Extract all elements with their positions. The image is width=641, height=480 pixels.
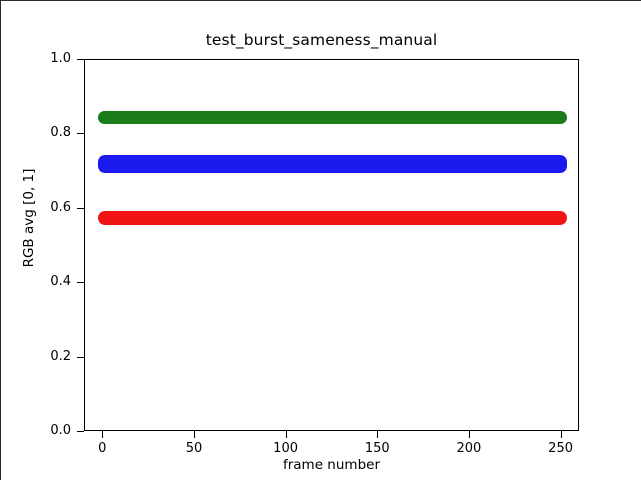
y-tick-0-6	[77, 207, 84, 209]
x-tick-150	[377, 431, 379, 438]
x-ticklabel-150: 150	[364, 441, 390, 456]
series-layer	[85, 60, 578, 430]
series-band-blue	[98, 155, 567, 173]
x-ticklabel-50: 50	[185, 441, 203, 456]
y-ticklabel-0-0: 0.0	[50, 423, 71, 438]
x-tick-50	[194, 431, 195, 438]
plot-area	[84, 59, 579, 431]
y-tick-0-4	[77, 282, 84, 284]
x-axis-label: frame number	[282, 457, 380, 473]
y-axis-label: RGB avg [0, 1]	[21, 168, 37, 268]
series-band-green	[98, 110, 567, 125]
x-tick-250	[560, 431, 562, 438]
x-ticklabel-250: 250	[548, 441, 573, 456]
y-ticklabel-0-8: 0.8	[50, 125, 71, 141]
y-ticklabel-0-4: 0.4	[50, 274, 71, 290]
y-tick-0-2	[77, 356, 84, 358]
x-tick-100	[285, 431, 287, 438]
y-tick-0-0	[77, 431, 84, 432]
y-ticklabel-1-0: 1.0	[50, 51, 71, 66]
x-tick-0	[102, 431, 104, 438]
series-band-red	[98, 211, 567, 225]
y-tick-1-0	[77, 59, 84, 60]
x-ticklabel-200: 200	[456, 441, 482, 456]
y-ticklabel-0-2: 0.2	[50, 348, 71, 364]
x-ticklabel-0: 0	[98, 441, 107, 456]
x-ticklabel-100: 100	[273, 441, 298, 456]
y-ticklabel-0-6: 0.6	[50, 199, 71, 215]
x-tick-200	[468, 431, 470, 438]
y-tick-0-8	[77, 133, 84, 135]
page-title: test_burst_sameness_manual	[205, 31, 438, 49]
